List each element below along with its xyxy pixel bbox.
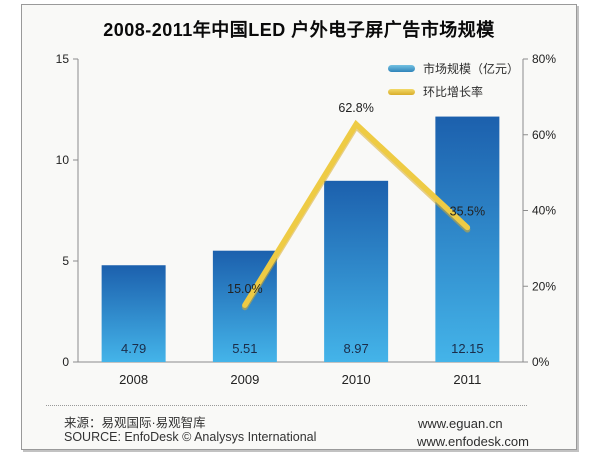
right-axis-tick-label: 40% [532, 204, 556, 218]
source-text-cn: 来源：易观国际·易观智库 [64, 416, 206, 430]
bar-value-label: 4.79 [121, 341, 146, 356]
bar-2008 [101, 265, 166, 362]
growth-value-label: 15.0% [227, 282, 262, 296]
bar-value-label: 8.97 [343, 341, 368, 356]
right-axis-tick-label: 20% [532, 279, 556, 293]
bar-value-label: 5.51 [232, 341, 257, 356]
chart-legend: 市场规模（亿元） 环比增长率 [388, 60, 519, 100]
bar-marker-icon [388, 65, 415, 72]
category-label: 2011 [453, 372, 481, 387]
left-axis-tick-label: 5 [62, 254, 69, 268]
chart-title: 2008-2011年中国LED 户外电子屏广告市场规模 [103, 20, 495, 40]
bar-2010 [324, 180, 389, 362]
growth-value-label: 35.5% [450, 205, 485, 219]
category-label: 2009 [230, 372, 259, 387]
legend-item-market-size: 市场规模（亿元） [388, 60, 519, 77]
website-eguan: www.eguan.cn [418, 416, 503, 431]
right-axis-tick-label: 80% [532, 52, 556, 66]
source-text-en: SOURCE: EnfoDesk © Analysys Internationa… [64, 430, 317, 444]
line-marker-icon [388, 88, 415, 95]
footer-divider [46, 405, 527, 406]
bar-value-label: 12.15 [451, 341, 484, 356]
legend-label: 市场规模（亿元） [423, 62, 520, 76]
right-axis-tick-label: 0% [532, 355, 550, 369]
chart-canvas: 0 5 10 15 0% 20% 40% 60% 80% 4.79 2008 5.51 2009 8.97… [56, 52, 557, 387]
chart-panel: 2008-2011年中国LED 户外电子屏广告市场规模 0 5 10 15 0% 20% 4… [21, 4, 577, 450]
right-axis-tick-label: 60% [532, 128, 556, 142]
website-enfodesk: www.enfodesk.com [417, 434, 529, 449]
left-axis-tick-label: 10 [56, 153, 70, 167]
growth-line [242, 119, 471, 308]
bar-2011 [435, 116, 500, 362]
growth-value-label: 62.8% [338, 101, 373, 115]
legend-label: 环比增长率 [423, 85, 484, 99]
left-axis-tick-label: 0 [62, 355, 69, 369]
category-label: 2008 [119, 372, 148, 387]
legend-item-growth-rate: 环比增长率 [388, 83, 519, 100]
category-label: 2010 [342, 372, 371, 387]
left-axis-tick-label: 15 [56, 52, 70, 66]
